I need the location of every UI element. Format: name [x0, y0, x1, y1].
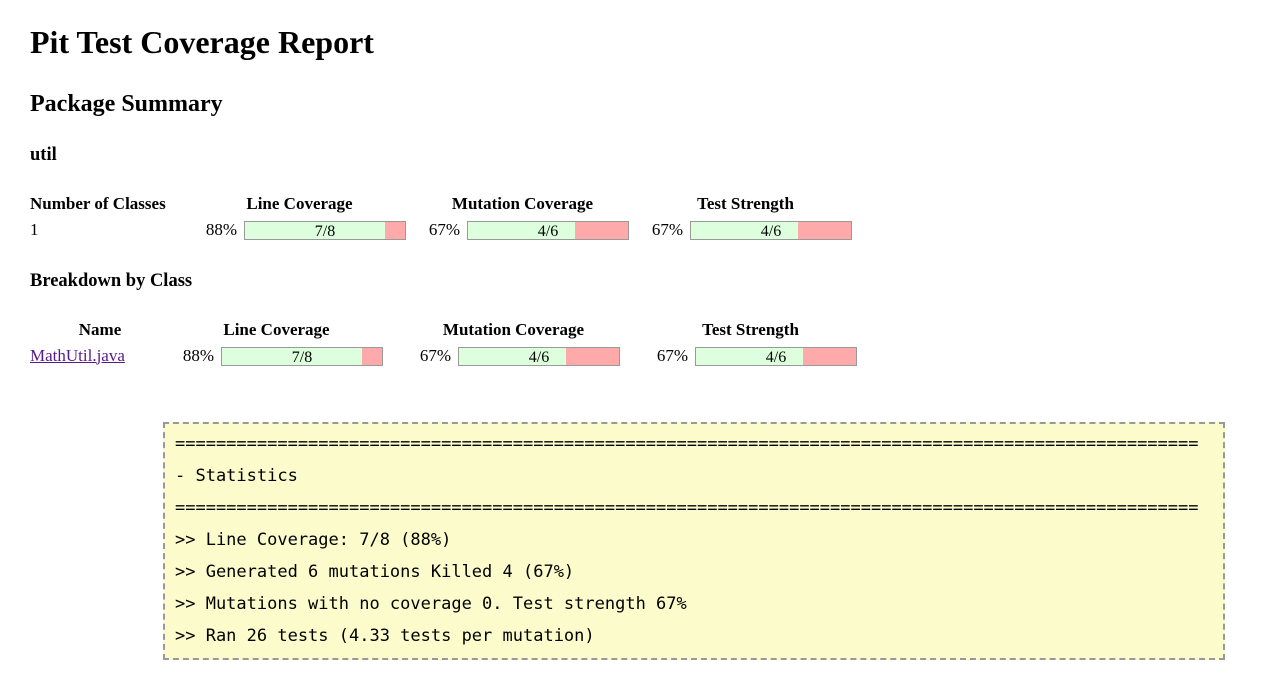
coverage-bar: 4/6: [467, 220, 629, 240]
coverage-bar: 7/8: [221, 346, 383, 366]
header-line-coverage: Line Coverage: [223, 320, 330, 339]
header-number-of-classes: Number of Classes: [30, 194, 166, 213]
console-separator: ========================================…: [175, 498, 1199, 518]
page-title: Pit Test Coverage Report: [30, 24, 374, 60]
coverage-percent: 67%: [656, 346, 688, 366]
number-of-classes-value: 1: [30, 219, 39, 239]
class-file-link[interactable]: MathUtil.java: [30, 345, 125, 365]
package-summary-heading: Package Summary: [30, 91, 223, 117]
coverage-percent: 67%: [419, 346, 451, 366]
statistics-console-output: ========================================…: [163, 422, 1225, 660]
coverage-fill: [245, 221, 385, 239]
coverage-percent: 67%: [428, 220, 460, 240]
coverage-bar: 4/6: [458, 346, 620, 366]
line-coverage-cell: 88% 7/8: [193, 218, 416, 241]
coverage-fill: [696, 347, 803, 365]
coverage-percent: 67%: [651, 220, 683, 240]
line-coverage-cell: 88% 7/8: [170, 344, 407, 367]
console-separator: ========================================…: [175, 434, 1199, 454]
coverage-percent: 88%: [205, 220, 237, 240]
coverage-legend: 7/8: [314, 222, 336, 240]
coverage-legend: 4/6: [528, 348, 550, 366]
coverage-fill: [468, 221, 575, 239]
test-strength-cell: 67% 4/6: [639, 218, 862, 241]
coverage-legend: 4/6: [537, 222, 559, 240]
report-page: Pit Test Coverage Report Package Summary…: [30, 24, 1225, 660]
header-line-coverage: Line Coverage: [246, 194, 353, 213]
coverage-legend: 4/6: [765, 348, 787, 366]
breakdown-header-row: Name Line Coverage Mutation Coverage Tes…: [30, 320, 881, 344]
console-line-coverage: >> Line Coverage: 7/8 (88%): [175, 530, 452, 550]
header-test-strength: Test Strength: [702, 320, 799, 339]
coverage-fill: [459, 347, 566, 365]
table-row: 1 88% 7/8 67% 4/6 67% 4/6: [30, 218, 862, 241]
breakdown-heading: Breakdown by Class: [30, 271, 193, 291]
console-statistics-title: - Statistics: [175, 466, 298, 486]
console-mutations-generated: >> Generated 6 mutations Killed 4 (67%): [175, 562, 575, 582]
coverage-fill: [222, 347, 362, 365]
console-tests-ran: >> Ran 26 tests (4.33 tests per mutation…: [175, 626, 595, 646]
package-summary-table: Number of Classes Line Coverage Mutation…: [30, 194, 862, 241]
coverage-bar: 4/6: [695, 346, 857, 366]
coverage-bar: 7/8: [244, 220, 406, 240]
mutation-coverage-cell: 67% 4/6: [416, 218, 639, 241]
header-name: Name: [78, 320, 122, 339]
header-mutation-coverage: Mutation Coverage: [451, 194, 594, 213]
class-name-cell: MathUtil.java: [30, 344, 170, 367]
test-strength-cell: 67% 4/6: [644, 344, 881, 367]
header-test-strength: Test Strength: [697, 194, 794, 213]
mutation-coverage-cell: 67% 4/6: [407, 344, 644, 367]
coverage-percent: 88%: [182, 346, 214, 366]
breakdown-by-class-table: Name Line Coverage Mutation Coverage Tes…: [30, 320, 881, 367]
table-row: MathUtil.java 88% 7/8 67% 4/6 67% 4/6: [30, 344, 881, 367]
coverage-legend: 7/8: [291, 348, 313, 366]
coverage-legend: 4/6: [760, 222, 782, 240]
package-name: util: [30, 145, 57, 165]
package-summary-header-row: Number of Classes Line Coverage Mutation…: [30, 194, 862, 218]
console-no-coverage: >> Mutations with no coverage 0. Test st…: [175, 594, 687, 614]
coverage-bar: 4/6: [690, 220, 852, 240]
coverage-fill: [691, 221, 798, 239]
header-mutation-coverage: Mutation Coverage: [442, 320, 585, 339]
